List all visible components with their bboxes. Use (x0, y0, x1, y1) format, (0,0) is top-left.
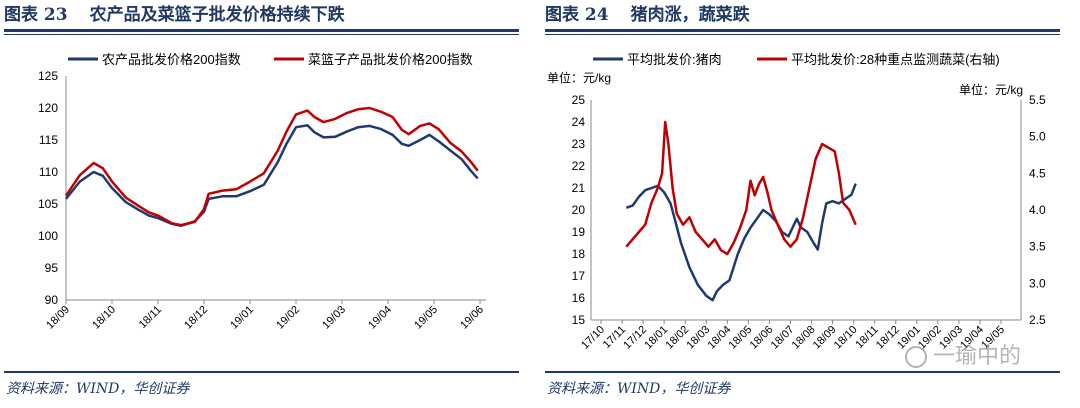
y-tick-label: 100 (38, 229, 58, 243)
figure-23-bottom-rule (4, 371, 519, 373)
y-tick-label: 110 (39, 165, 58, 179)
figure-23-heading: 农产品及菜篮子批发价格持续下跌 (89, 5, 345, 25)
x-tick-label: 17/12 (621, 324, 649, 352)
left-y-tick-label: 22 (572, 159, 586, 173)
x-tick-label: 19/05 (412, 304, 440, 332)
left-y-tick-label: 25 (572, 93, 586, 107)
left-y-tick-label: 21 (572, 181, 586, 195)
x-tick-label: 18/03 (684, 324, 712, 352)
x-tick-label: 18/01 (642, 324, 670, 352)
left-y-tick-label: 17 (572, 269, 586, 283)
left-unit-label: 单位：元/kg (547, 70, 611, 85)
series-line-1 (65, 124, 479, 228)
figure-23-panel: 图表 23 农产品及菜篮子批发价格持续下跌 90 95 100 105 110 115 120… (4, 0, 524, 408)
x-tick-label: 18/10 (90, 304, 118, 332)
y-tick-label: 90 (45, 293, 59, 307)
legend-label: 农产品批发价格200指数 (102, 52, 241, 67)
figure-23-top-thin-rule (4, 34, 519, 35)
legend-label: 平均批发价:猪肉 (627, 52, 722, 67)
x-tick-label: 18/04 (705, 324, 733, 352)
figure-23-title: 图表 23 农产品及菜篮子批发价格持续下跌 (4, 2, 345, 28)
figure-23-chart: 90 95 100 105 110 115 120 125 18/09 18/10 18/11 18/… (38, 52, 486, 332)
series-line-2 (64, 106, 479, 227)
watermark: 一瑜中的 (905, 338, 1021, 370)
right-y-tick-label: 5.5 (1029, 93, 1046, 107)
x-tick-label: 19/04 (366, 304, 394, 332)
x-tick-label: 18/02 (663, 324, 691, 352)
x-tick-label: 19/01 (228, 304, 256, 332)
y-tick-label: 125 (38, 69, 58, 83)
watermark-text: 一瑜中的 (933, 344, 1022, 369)
figure-24-panel: 图表 24 猪肉涨，蔬菜跌 单位：元/kg 单位：元/kg 15 16 17 18 19 20 2… (545, 0, 1065, 408)
x-tick-label: 18/12 (182, 304, 210, 332)
legend-label: 平均批发价:28种重点监测蔬菜(右轴) (791, 52, 1000, 67)
figure-24-source: 资料来源：WIND，华创证券 (547, 381, 731, 397)
figure-24-title: 图表 24 猪肉涨，蔬菜跌 (545, 2, 750, 28)
left-y-tick-label: 16 (572, 291, 586, 305)
figure-24-label: 图表 24 (545, 5, 609, 25)
right-y-tick-label: 4.5 (1029, 166, 1046, 180)
series-line-2 (625, 120, 857, 256)
figure-24-chart: 单位：元/kg 单位：元/kg 15 16 17 18 19 20 21 22 23 24 25 2.5 3… (547, 52, 1046, 352)
left-y-tick-label: 24 (572, 115, 586, 129)
series-line-1 (625, 183, 857, 302)
x-tick-label: 18/06 (748, 324, 776, 352)
right-y-tick-label: 4.0 (1029, 203, 1046, 217)
right-unit-label: 单位：元/kg (959, 82, 1023, 97)
y-tick-label: 95 (45, 261, 59, 275)
x-tick-label: 19/06 (458, 304, 486, 332)
left-y-tick-label: 19 (572, 225, 586, 239)
right-y-tick-label: 3.5 (1029, 240, 1046, 254)
right-y-tick-label: 2.5 (1029, 313, 1046, 327)
y-tick-label: 115 (39, 133, 58, 147)
x-tick-label: 18/10 (832, 324, 860, 352)
x-tick-label: 18/09 (44, 304, 72, 332)
x-tick-label: 18/07 (769, 324, 797, 352)
legend-label: 菜篮子产品批发价格200指数 (308, 52, 473, 67)
figure-24-top-thin-rule (545, 34, 1060, 35)
left-y-tick-label: 18 (572, 247, 586, 261)
figure-24-top-rule (545, 29, 1060, 32)
right-y-tick-label: 5.0 (1029, 130, 1046, 144)
x-tick-label: 18/12 (874, 324, 902, 352)
figure-23-source: 资料来源：WIND，华创证券 (6, 381, 190, 397)
x-tick-label: 19/03 (320, 304, 348, 332)
wechat-icon (905, 346, 927, 368)
figure-23-top-rule (4, 29, 519, 32)
x-tick-label: 19/02 (274, 304, 302, 332)
x-tick-label: 18/05 (727, 324, 755, 352)
figure-24-heading: 猪肉涨，蔬菜跌 (630, 5, 750, 25)
x-tick-label: 18/11 (137, 304, 164, 331)
left-y-tick-label: 15 (572, 313, 586, 327)
y-tick-label: 105 (38, 197, 58, 211)
figure-23-label: 图表 23 (4, 5, 68, 25)
right-y-tick-label: 3.0 (1029, 276, 1046, 290)
figure-24-bottom-rule (545, 371, 1060, 373)
y-tick-label: 120 (38, 101, 58, 115)
left-y-tick-label: 23 (572, 137, 586, 151)
x-tick-label: 17/10 (579, 324, 607, 352)
x-tick-label: 18/08 (790, 324, 818, 352)
left-y-tick-label: 20 (572, 203, 586, 217)
x-tick-label: 18/09 (811, 324, 839, 352)
